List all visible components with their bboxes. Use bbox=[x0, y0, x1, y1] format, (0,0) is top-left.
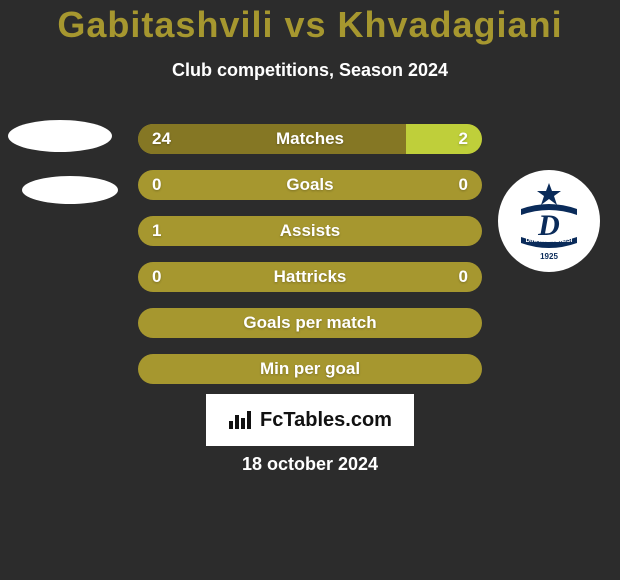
page-title: Gabitashvili vs Khvadagiani bbox=[0, 4, 620, 46]
svg-text:1925: 1925 bbox=[540, 252, 558, 261]
stat-label: Matches bbox=[138, 124, 482, 154]
stat-label: Hattricks bbox=[138, 262, 482, 292]
stat-row: Min per goal bbox=[138, 354, 482, 384]
page-subtitle: Club competitions, Season 2024 bbox=[0, 60, 620, 81]
stat-value-left: 0 bbox=[138, 170, 175, 200]
left-ellipse-1 bbox=[8, 120, 112, 152]
club-logo-inner: D DINAMO TBILISI 1925 bbox=[507, 179, 591, 263]
stat-row: Hattricks0 0 bbox=[138, 262, 482, 292]
brand-icon bbox=[228, 409, 254, 431]
stat-row: Assists1 bbox=[138, 216, 482, 246]
stat-label: Goals bbox=[138, 170, 482, 200]
stat-value-right: 0 bbox=[445, 170, 482, 200]
stat-value-left: 0 bbox=[138, 262, 175, 292]
stat-label: Min per goal bbox=[138, 354, 482, 384]
date-text: 18 october 2024 bbox=[0, 454, 620, 475]
stat-label: Goals per match bbox=[138, 308, 482, 338]
stat-row: Matches24 2 bbox=[138, 124, 482, 154]
stat-row: Goals per match bbox=[138, 308, 482, 338]
stat-value-left: 24 bbox=[138, 124, 185, 154]
brand-box: FcTables.com bbox=[206, 394, 414, 446]
club-logo-svg: D DINAMO TBILISI 1925 bbox=[507, 179, 591, 263]
stat-row: Goals0 0 bbox=[138, 170, 482, 200]
svg-text:DINAMO TBILISI: DINAMO TBILISI bbox=[526, 238, 573, 244]
brand-text: FcTables.com bbox=[260, 409, 392, 432]
stat-value-right: 2 bbox=[445, 124, 482, 154]
stat-value-right: 0 bbox=[445, 262, 482, 292]
club-logo: D DINAMO TBILISI 1925 bbox=[498, 170, 600, 272]
stat-label: Assists bbox=[138, 216, 482, 246]
left-ellipse-2 bbox=[22, 176, 118, 204]
stat-value-left: 1 bbox=[138, 216, 175, 246]
